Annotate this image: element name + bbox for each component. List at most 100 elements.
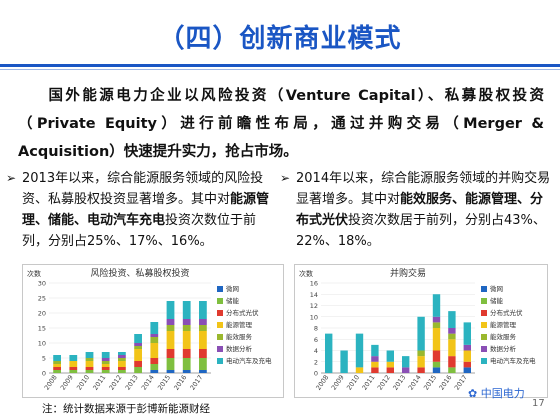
x-tick-label: 2012 [107,374,123,392]
legend-label: 电动汽车及充电 [490,356,536,365]
left-text-1: 2013年以来，综合能源服务领域的风险投资、私募股权投资显著增多。其中对 [22,171,264,207]
legend-swatch [481,322,487,328]
bar-segment [101,367,110,370]
bar-segment [432,328,441,351]
x-tick-label: 2015 [422,374,438,392]
chart-title: 并购交易 [390,267,426,279]
legend-label: 微网 [226,284,239,293]
ma-chart: 并购交易 次数 0 2 4 6 8 10 12 14 16 2008 2009 2010 2011 2012 2… [294,264,548,398]
bar-segment [432,316,441,323]
legend-label: 能源管理 [226,320,253,329]
right-bullet-text: ➢ 2014年以来，综合能源服务领域的并购交易显著增多。其中对能效服务、能源管理… [280,168,556,252]
bar-segment [199,358,207,370]
legend-swatch [217,310,223,316]
bar-segment [101,364,110,367]
bar-segment [101,361,110,364]
y-tick-label: 25 [38,295,46,303]
y-tick-label: 12 [310,302,318,310]
bar-segment [118,367,126,370]
bar-segment [150,322,159,334]
legend-swatch [217,298,223,304]
legend-label: 分布式光伏 [226,308,259,317]
y-tick-label: 0 [42,370,46,378]
company-logo: ✿ 中国电力 [468,385,525,401]
bar-segment [463,361,471,368]
legend-swatch [481,310,487,316]
y-tick-label: 14 [310,291,318,299]
left-text-2: 投资次数位于前列，分别占25%、17%、16%。 [22,213,257,249]
bar-segment [134,334,142,343]
y-tick-label: 20 [38,310,46,318]
bar-segment [150,358,159,364]
bar-segment [340,350,348,373]
bar-segment [371,367,379,373]
bar-segment [355,333,364,368]
bar-segment [53,370,61,373]
bar-segment [85,361,94,367]
bar-segment [182,370,191,373]
bar-segment [150,343,159,358]
legend-swatch [217,346,223,352]
slide-title: （四）创新商业模式 [158,24,402,54]
bar-segment [166,349,175,358]
x-tick-label: 2014 [407,374,423,392]
bar-segment [118,358,126,361]
bar-segment [166,370,175,373]
x-tick-label: 2016 [437,374,453,392]
y-tick-label: 6 [314,336,318,344]
bar-segment [199,331,207,349]
intro-paragraph: 国外能源电力企业以风险投资（Venture Capital）、私募股权投资（Pr… [18,88,544,160]
bar-segment [386,361,394,368]
bar-segment [199,325,207,331]
bar-segment [134,349,142,361]
right-text-1: 2014年以来，综合能源服务领域的并购交易显著增多。其中对 [296,171,551,207]
legend-label: 储能 [490,296,504,305]
bar-segment [166,301,175,319]
bar-segment [463,322,471,345]
bullet-arrow-icon: ➢ [280,171,291,185]
bar-segment [371,356,379,362]
bar-segment [199,349,207,358]
bar-segment [150,364,159,370]
bar-segment [166,319,175,325]
legend-swatch [481,286,487,292]
logo-icon: ✿ [468,387,478,400]
x-tick-label: 2017 [188,374,204,392]
x-tick-label: 2009 [59,374,75,392]
bar-segment [53,367,61,370]
bar-segment [417,316,425,351]
x-tick-label: 2014 [140,374,156,392]
legend-swatch [217,286,223,292]
bullet-arrow-icon: ➢ [6,171,17,185]
bar-segment [355,367,364,373]
x-tick-label: 2010 [345,374,361,392]
bar-segment [101,358,110,361]
bar-segment [325,333,333,373]
y-tick-label: 30 [38,280,46,288]
bar-segment [118,355,126,358]
bar-segment [432,294,441,317]
legend-swatch [481,358,487,364]
bar-segment [432,350,441,362]
x-tick-label: 2013 [124,374,140,392]
bar-segment [371,344,379,357]
bar-segment [432,367,441,373]
bar-segment [448,356,456,368]
bar-segment [182,319,191,325]
legend-label: 数据分析 [490,344,517,353]
y-tick-label: 5 [42,355,46,363]
bar-segment [85,367,94,370]
bar-segment [118,370,126,373]
bar-segment [134,367,142,373]
x-tick-label: 2011 [91,374,107,392]
bar-segment [69,370,78,373]
bar-segment [134,361,142,367]
bar-segment [166,358,175,370]
legend-swatch [481,334,487,340]
y-axis-label: 次数 [27,269,41,278]
bar-segment [85,352,94,358]
bar-segment [448,367,456,373]
title-rule [0,64,560,67]
bar-segment [386,367,394,373]
legend-label: 能效服务 [226,332,253,341]
